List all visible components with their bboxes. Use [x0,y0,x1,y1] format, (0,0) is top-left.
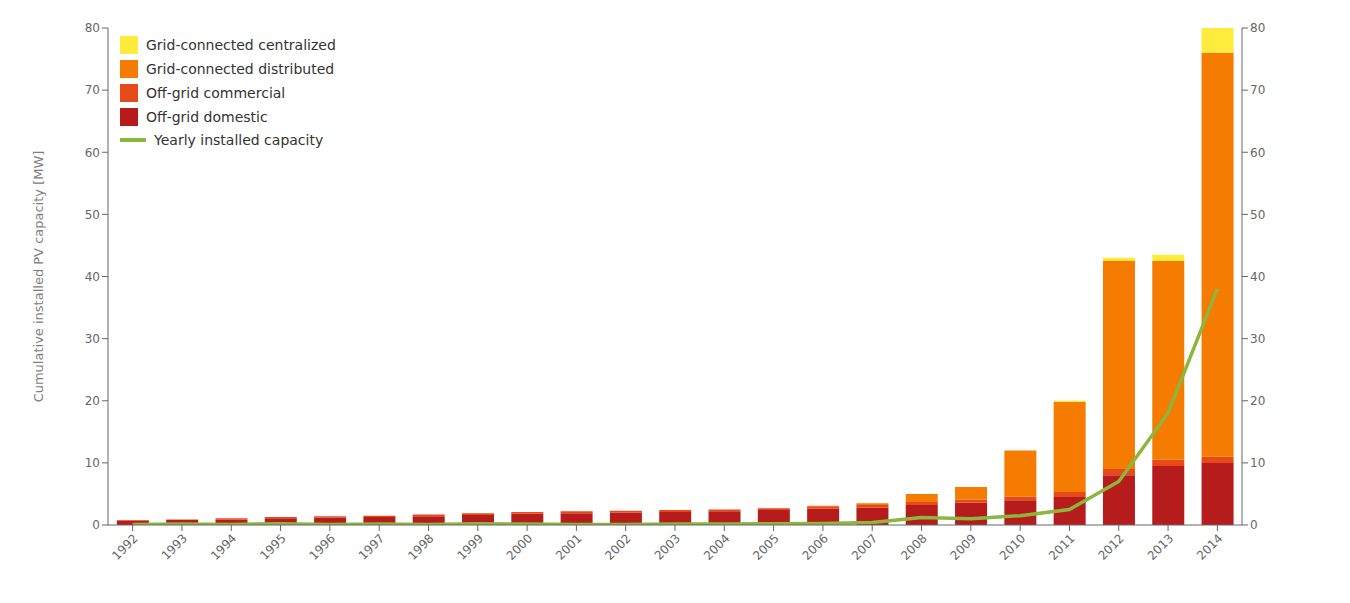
svg-text:2007: 2007 [849,531,880,562]
svg-text:50: 50 [1250,208,1265,222]
svg-text:1997: 1997 [356,531,387,562]
svg-text:2000: 2000 [504,531,535,562]
svg-text:1993: 1993 [159,531,190,562]
svg-text:1992: 1992 [109,531,140,562]
svg-text:70: 70 [1250,83,1265,97]
svg-text:2005: 2005 [750,531,781,562]
svg-text:2001: 2001 [553,531,584,562]
svg-text:1996: 1996 [307,531,338,562]
html-text:Yearly installed capacity: Yearly installed capacity [154,132,324,148]
svg-text:2009: 2009 [947,531,978,562]
svg-text:1999: 1999 [454,531,485,562]
html-text:Grid-connected centralized: Grid-connected centralized [146,37,336,53]
svg-text:1994: 1994 [208,531,239,562]
svg-text:2003: 2003 [652,531,683,562]
html-text:Off-grid commercial: Off-grid commercial [146,85,286,101]
svg-text:2014: 2014 [1194,531,1225,562]
svg-text:0: 0 [1250,518,1258,532]
svg-text:40: 40 [1250,270,1265,284]
svg-text:80: 80 [1250,21,1265,35]
svg-text:2013: 2013 [1145,531,1176,562]
svg-text:2006: 2006 [800,531,831,562]
svg-text:10: 10 [1250,456,1265,470]
svg-text:70: 70 [85,83,100,97]
svg-text:0: 0 [92,518,100,532]
svg-text:20: 20 [1250,394,1265,408]
svg-text:20: 20 [85,394,100,408]
svg-text:Cumulative installed PV capaci: Cumulative installed PV capacity [MW] [31,151,46,403]
svg-text:2002: 2002 [602,531,633,562]
svg-text:50: 50 [85,208,100,222]
svg-text:2008: 2008 [898,531,929,562]
svg-text:2012: 2012 [1095,531,1126,562]
svg-text:2010: 2010 [997,531,1028,562]
html-text:Off-grid domestic: Off-grid domestic [146,109,268,125]
svg-text:1995: 1995 [257,531,288,562]
svg-text:10: 10 [85,456,100,470]
svg-text:2011: 2011 [1046,531,1077,562]
svg-text:30: 30 [85,332,100,346]
svg-text:30: 30 [1250,332,1265,346]
svg-text:60: 60 [85,146,100,160]
html-text:Grid-connected distributed: Grid-connected distributed [146,61,335,77]
svg-text:60: 60 [1250,146,1265,160]
svg-text:40: 40 [85,270,100,284]
svg-text:2004: 2004 [701,531,732,562]
svg-text:80: 80 [85,21,100,35]
svg-text:1998: 1998 [405,531,436,562]
